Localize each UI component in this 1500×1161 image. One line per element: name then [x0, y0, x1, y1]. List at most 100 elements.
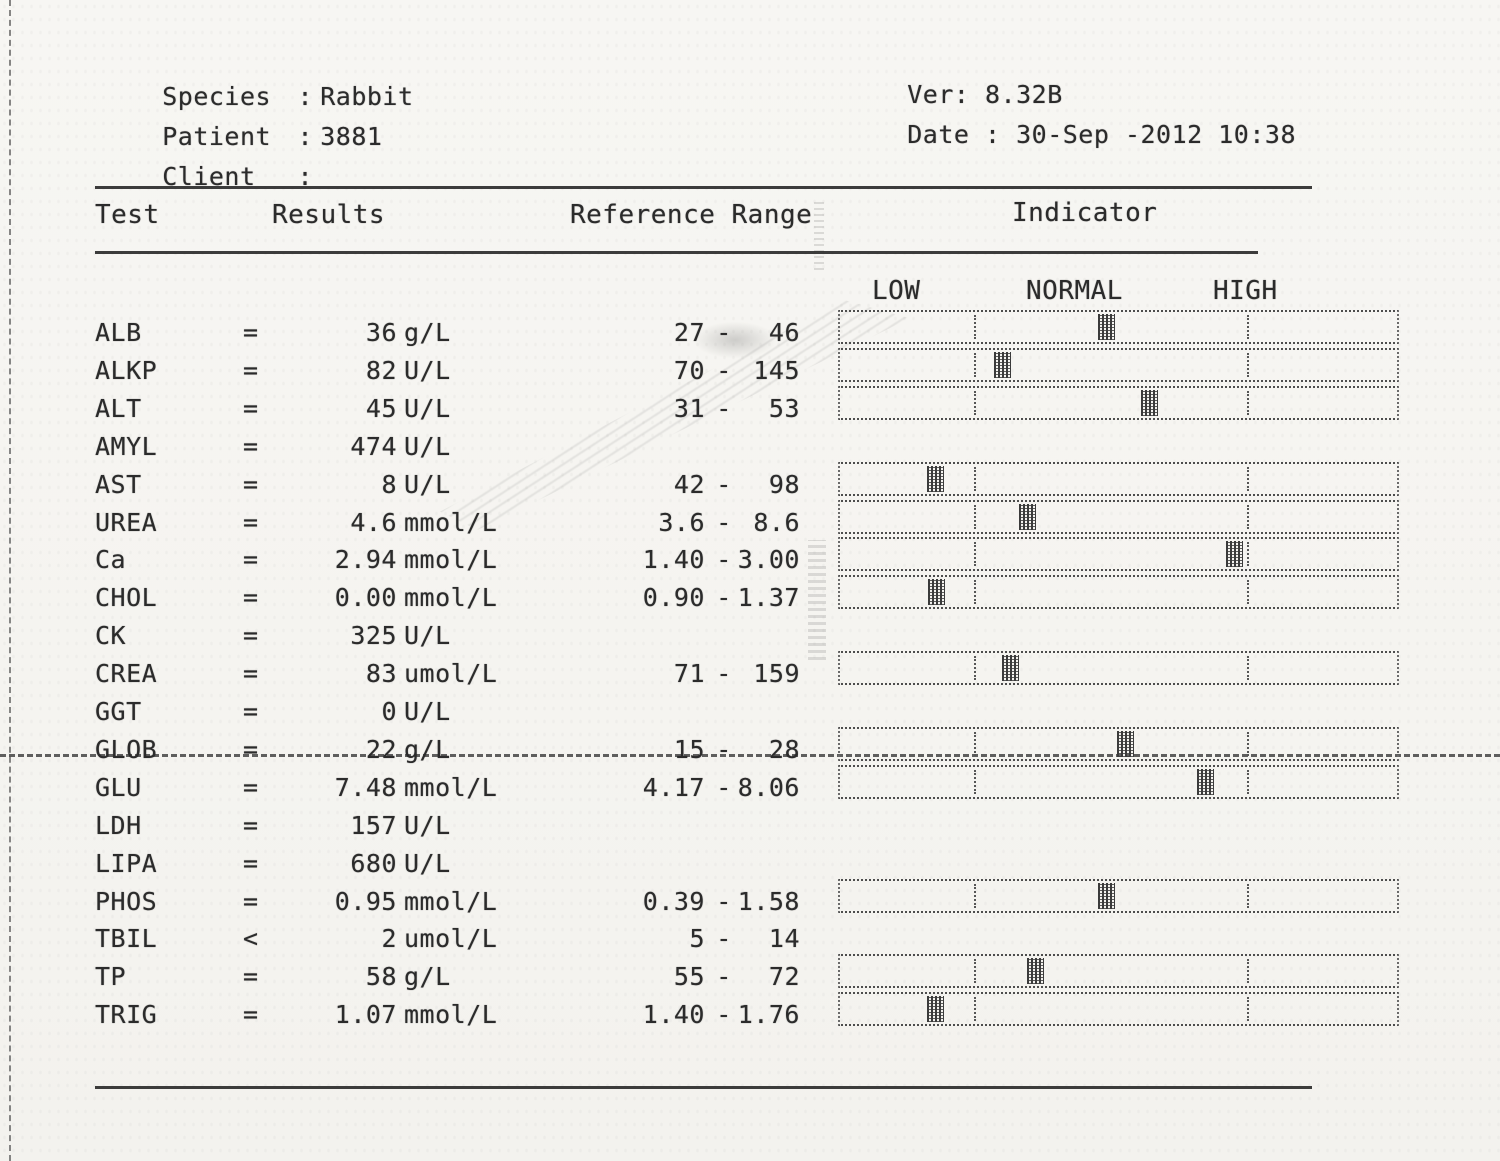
result-value: 157 [350, 811, 397, 840]
table-row: ALB = 36 g/L 27 - 46 [0, 310, 1500, 354]
result-value: 22 [365, 735, 397, 764]
bottom-rule [95, 1086, 1312, 1089]
ref-range-dash: - [716, 735, 732, 764]
result-unit: U/L [404, 356, 451, 385]
client-colon: : [297, 162, 313, 191]
version-line: Ver: 8.32B [845, 50, 1063, 140]
result-unit: U/L [404, 621, 451, 650]
result-unit: U/L [404, 470, 451, 499]
operator: = [243, 735, 259, 764]
indicator-divider-low-normal [973, 580, 976, 604]
indicator-divider-low-normal [973, 732, 976, 756]
result-unit: umol/L [404, 659, 498, 688]
operator: = [243, 545, 259, 574]
result-value: 4.6 [350, 508, 397, 537]
operator: = [243, 887, 259, 916]
test-name: CK [95, 621, 127, 650]
ref-range-high: 1.37 [737, 583, 800, 612]
test-name: Ca [95, 545, 127, 574]
ref-range-high: 1.76 [737, 1000, 800, 1029]
test-name: AMYL [95, 432, 158, 461]
test-name: TRIG [95, 1000, 158, 1029]
indicator-divider-low-normal [973, 884, 976, 908]
ref-range-dash: - [716, 470, 732, 499]
result-value: 2 [381, 924, 397, 953]
operator: = [243, 621, 259, 650]
table-row: GLU = 7.48 mmol/L 4.17 - 8.06 [0, 765, 1500, 809]
test-name: GLU [95, 773, 142, 802]
indicator-divider-low-normal [973, 770, 976, 794]
table-row: CREA = 83 umol/L 71 - 159 [0, 651, 1500, 695]
table-row: TRIG = 1.07 mmol/L 1.40 - 1.76 [0, 992, 1500, 1036]
result-unit: mmol/L [404, 887, 498, 916]
result-value: 45 [365, 394, 397, 423]
top-rule [95, 186, 1312, 189]
indicator-divider-normal-high [1246, 732, 1249, 756]
operator: = [243, 356, 259, 385]
operator: = [243, 394, 259, 423]
indicator-bar [838, 386, 1399, 420]
indicator-bar [838, 348, 1399, 382]
ref-range-low: 15 [673, 735, 705, 764]
fold-dashed-line [0, 754, 1500, 757]
result-unit: U/L [404, 432, 451, 461]
date-line: Date : 30-Sep -2012 10:38 [845, 90, 1296, 180]
indicator-marker [1196, 769, 1214, 795]
ref-range-dash: - [716, 318, 732, 347]
result-unit: g/L [404, 318, 451, 347]
test-name: ALT [95, 394, 142, 423]
ref-range-high: 159 [753, 659, 800, 688]
result-unit: mmol/L [404, 583, 498, 612]
ref-range-low: 70 [673, 356, 705, 385]
indicator-divider-normal-high [1246, 315, 1249, 339]
scale-label-low: LOW [872, 276, 921, 306]
ref-range-dash: - [716, 773, 732, 802]
operator: = [243, 432, 259, 461]
ref-range-high: 46 [768, 318, 800, 347]
table-row: CHOL = 0.00 mmol/L 0.90 - 1.37 [0, 575, 1500, 619]
indicator-bar [838, 462, 1399, 496]
ref-range-dash: - [716, 887, 732, 916]
date-label: Date : [907, 120, 1001, 149]
table-row: Ca = 2.94 mmol/L 1.40 - 3.00 [0, 537, 1500, 581]
table-row: LIPA = 680 U/L [0, 849, 1500, 885]
operator: = [243, 318, 259, 347]
indicator-divider-normal-high [1246, 542, 1249, 566]
ref-range-low: 0.90 [642, 583, 705, 612]
ref-range-low: 42 [673, 470, 705, 499]
result-value: 474 [350, 432, 397, 461]
indicator-marker [926, 466, 944, 492]
indicator-divider-low-normal [973, 353, 976, 377]
table-row: GLOB = 22 g/L 15 - 28 [0, 727, 1500, 771]
table-row: ALT = 45 U/L 31 - 53 [0, 386, 1500, 430]
result-value: 0 [381, 697, 397, 726]
indicator-divider-low-normal [973, 467, 976, 491]
patient-line: Patient:3881 [100, 92, 382, 182]
indicator-divider-normal-high [1246, 391, 1249, 415]
indicator-divider-normal-high [1246, 580, 1249, 604]
operator: = [243, 470, 259, 499]
ref-range-high: 28 [768, 735, 800, 764]
column-header-test: Test [95, 200, 160, 230]
indicator-divider-low-normal [973, 315, 976, 339]
test-name: ALKP [95, 356, 158, 385]
indicator-bar [838, 537, 1399, 571]
result-value: 8 [381, 470, 397, 499]
patient-label: Patient [162, 122, 272, 151]
indicator-marker [927, 996, 945, 1022]
table-row: TBIL < 2 umol/L 5 - 14 [0, 924, 1500, 960]
ref-range-dash: - [716, 583, 732, 612]
ref-range-low: 0.39 [642, 887, 705, 916]
result-unit: mmol/L [404, 545, 498, 574]
table-row: ALKP = 82 U/L 70 - 145 [0, 348, 1500, 392]
ref-range-dash: - [716, 356, 732, 385]
indicator-divider-normal-high [1246, 505, 1249, 529]
result-value: 0.95 [334, 887, 397, 916]
operator: = [243, 659, 259, 688]
test-name: CREA [95, 659, 158, 688]
indicator-bar [838, 765, 1399, 799]
result-value: 36 [365, 318, 397, 347]
ref-range-low: 3.6 [658, 508, 705, 537]
result-value: 0.00 [334, 583, 397, 612]
